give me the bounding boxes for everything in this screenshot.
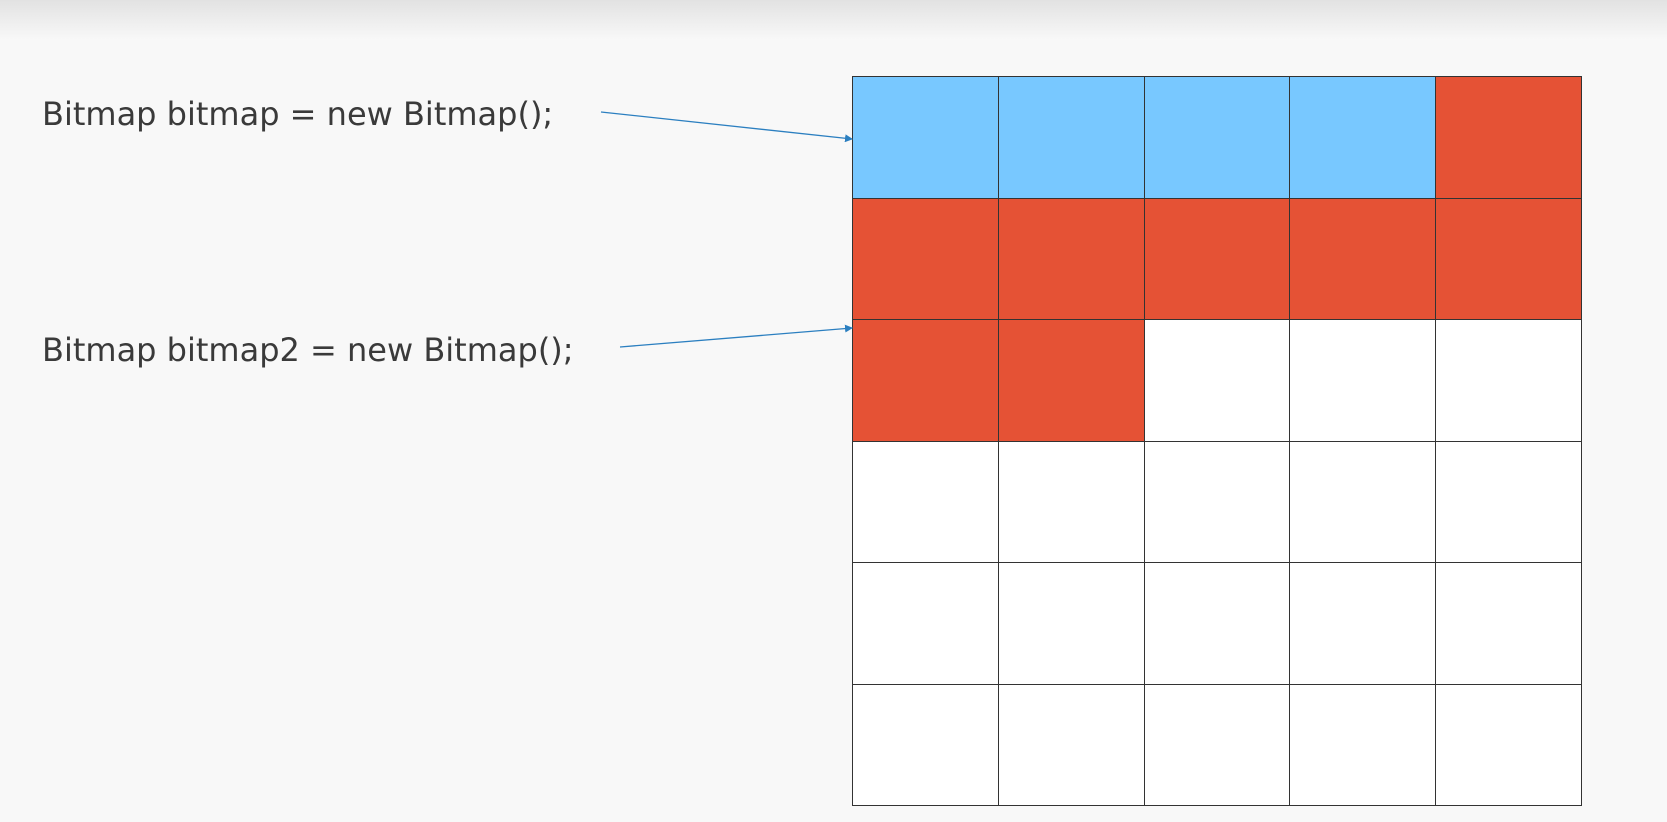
bitmap-label: Bitmap bitmap = new Bitmap(); bbox=[42, 95, 554, 133]
memory-cell-empty bbox=[998, 441, 1145, 563]
memory-cell-red bbox=[998, 198, 1145, 320]
memory-cell-empty bbox=[1436, 563, 1582, 685]
memory-cell-empty bbox=[1290, 320, 1437, 442]
memory-cell-empty bbox=[1144, 563, 1291, 685]
memory-cell-empty bbox=[1290, 441, 1437, 563]
memory-cell-red bbox=[1436, 198, 1582, 320]
memory-cell-empty bbox=[1436, 684, 1582, 806]
bitmap2-arrow bbox=[619, 324, 853, 348]
memory-cell-empty bbox=[853, 684, 999, 806]
memory-cell-red bbox=[853, 198, 999, 320]
memory-cell-blue bbox=[853, 77, 999, 199]
memory-cell-empty bbox=[1290, 563, 1437, 685]
memory-cell-empty bbox=[1436, 441, 1582, 563]
memory-cell-red bbox=[1290, 198, 1437, 320]
bitmap2-label: Bitmap bitmap2 = new Bitmap(); bbox=[42, 331, 574, 369]
memory-cell-empty bbox=[853, 441, 999, 563]
memory-cell-empty bbox=[1436, 320, 1582, 442]
memory-cell-blue bbox=[998, 77, 1145, 199]
memory-cell-empty bbox=[1144, 441, 1291, 563]
memory-cell-empty bbox=[998, 563, 1145, 685]
memory-cell-empty bbox=[853, 563, 999, 685]
memory-cell-red bbox=[1436, 77, 1582, 199]
memory-cell-empty bbox=[1144, 684, 1291, 806]
memory-cell-red bbox=[998, 320, 1145, 442]
memory-cell-blue bbox=[1290, 77, 1437, 199]
memory-cell-blue bbox=[1144, 77, 1291, 199]
memory-cell-empty bbox=[998, 684, 1145, 806]
memory-cell-red bbox=[853, 320, 999, 442]
memory-grid bbox=[852, 76, 1582, 806]
memory-cell-red bbox=[1144, 198, 1291, 320]
bitmap-arrow bbox=[600, 111, 853, 143]
memory-cell-empty bbox=[1144, 320, 1291, 442]
top-shade bbox=[0, 0, 1667, 40]
memory-cell-empty bbox=[1290, 684, 1437, 806]
